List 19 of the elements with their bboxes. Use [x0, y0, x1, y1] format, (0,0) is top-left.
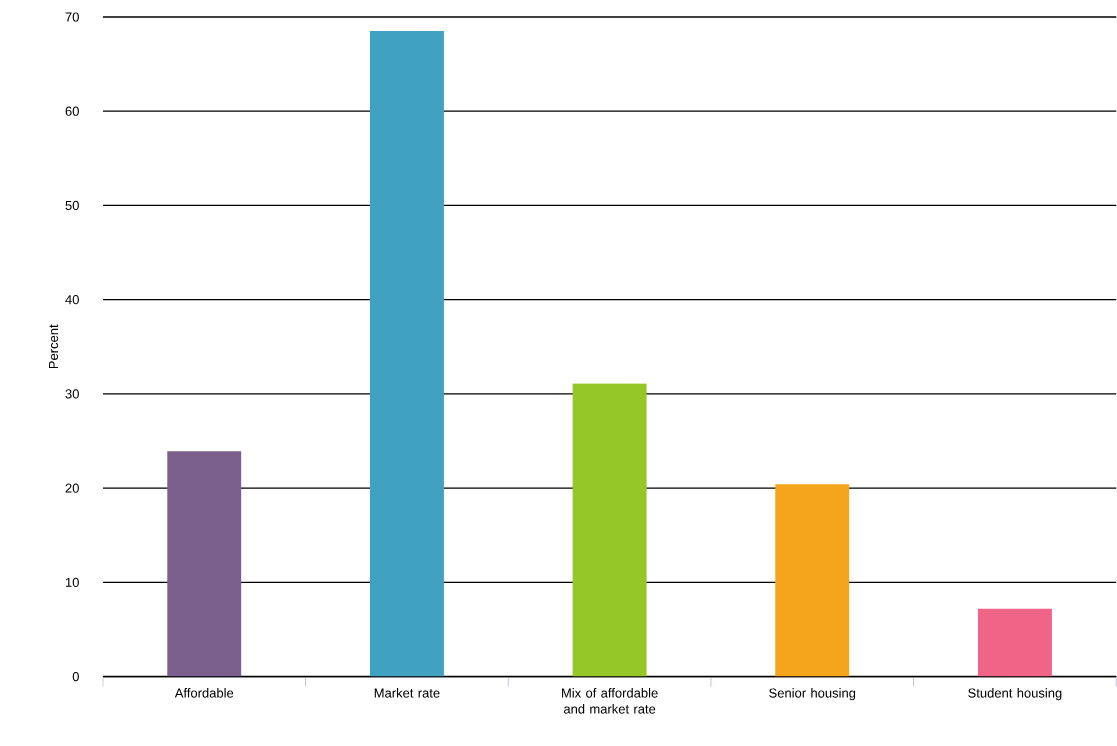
bar [572, 383, 647, 677]
x-tick-label: Affordable [174, 688, 234, 698]
bar [369, 31, 444, 677]
x-tick-label: Mix of affordable and market rate [562, 688, 658, 714]
bar [775, 484, 850, 677]
y-tick-label: 50 [65, 201, 79, 211]
bar [977, 608, 1052, 677]
y-tick-label: 40 [65, 295, 79, 305]
x-tick-label: Student housing [968, 688, 1062, 701]
y-axis-title: Percent [49, 324, 59, 369]
x-tick-label: Senior housing [769, 688, 856, 701]
y-tick-label: 60 [65, 106, 79, 117]
y-tick-label: 0 [72, 672, 79, 682]
y-tick-label: 20 [65, 483, 79, 493]
x-tick-label: Market rate [374, 688, 440, 698]
y-tick-label: 10 [65, 577, 79, 588]
y-tick-label: 30 [65, 389, 79, 399]
y-tick-label: 70 [65, 12, 79, 22]
bar [167, 451, 242, 677]
